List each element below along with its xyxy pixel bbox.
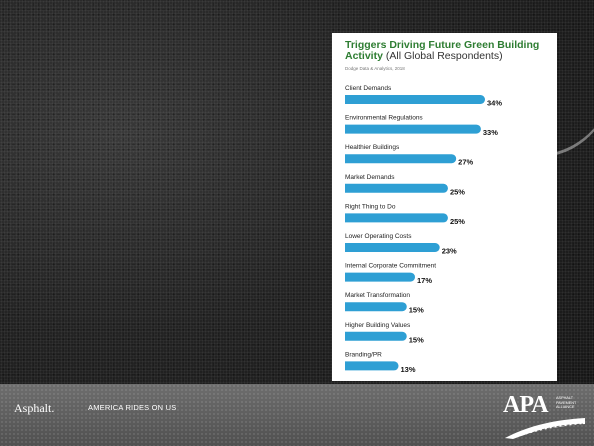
value-label: 25% — [450, 187, 465, 196]
bar — [345, 154, 457, 164]
logo-subtext: ASPHALT PAVEMENT ALLIANCE — [556, 396, 577, 409]
chart-subtitle: (All Global Respondents) — [385, 50, 503, 62]
value-label: 15% — [409, 335, 424, 344]
bar — [345, 183, 448, 193]
bar — [345, 302, 407, 312]
bar — [345, 272, 415, 282]
footer-bar: Asphalt. AMERICA RIDES ON US APA ASPHALT… — [0, 384, 594, 446]
category-label: Healthier Buildings — [345, 144, 400, 151]
bar — [345, 361, 399, 371]
category-label: Right Thing to Do — [345, 203, 396, 210]
value-label: 33% — [483, 128, 498, 137]
apa-logo: APA ASPHALT PAVEMENT ALLIANCE — [503, 392, 587, 440]
bar — [345, 95, 485, 104]
chart-title: Triggers Driving Future Green Building A… — [345, 40, 550, 62]
bar — [345, 331, 407, 341]
category-label: Client Demands — [345, 85, 392, 92]
value-label: 23% — [442, 247, 457, 256]
category-label: Market Transformation — [345, 292, 410, 299]
category-label: Lower Operating Costs — [345, 233, 412, 240]
bar — [345, 124, 481, 134]
bar — [345, 213, 448, 223]
category-label: Environmental Regulations — [345, 115, 423, 122]
bar — [345, 243, 440, 252]
category-label: Higher Building Values — [345, 322, 411, 329]
category-label: Branding/PR — [345, 351, 382, 358]
road-swoosh-icon — [505, 418, 585, 439]
category-label: Market Demands — [345, 174, 395, 181]
brand-wordmark: Asphalt. — [14, 401, 55, 415]
logo-letters: APA — [503, 392, 549, 418]
footer-tagline: AMERICA RIDES ON US — [88, 403, 177, 412]
chart-panel: Client Demands 34% Environmental Regulatio… — [332, 33, 557, 381]
value-label: 25% — [450, 217, 465, 226]
value-label: 17% — [417, 276, 432, 285]
value-label: 13% — [401, 365, 416, 374]
value-label: 27% — [458, 158, 473, 167]
bar-chart: Client Demands 34% Environmental Regulatio… — [345, 85, 502, 374]
value-label: 15% — [409, 306, 424, 315]
category-label: Internal Corporate Commitment — [345, 263, 436, 270]
chart-source: Dodge Data & Analytics, 2018 — [345, 66, 405, 71]
value-label: 34% — [487, 99, 502, 108]
chart-title-main: Triggers Driving Future Green Building A… — [345, 39, 540, 62]
